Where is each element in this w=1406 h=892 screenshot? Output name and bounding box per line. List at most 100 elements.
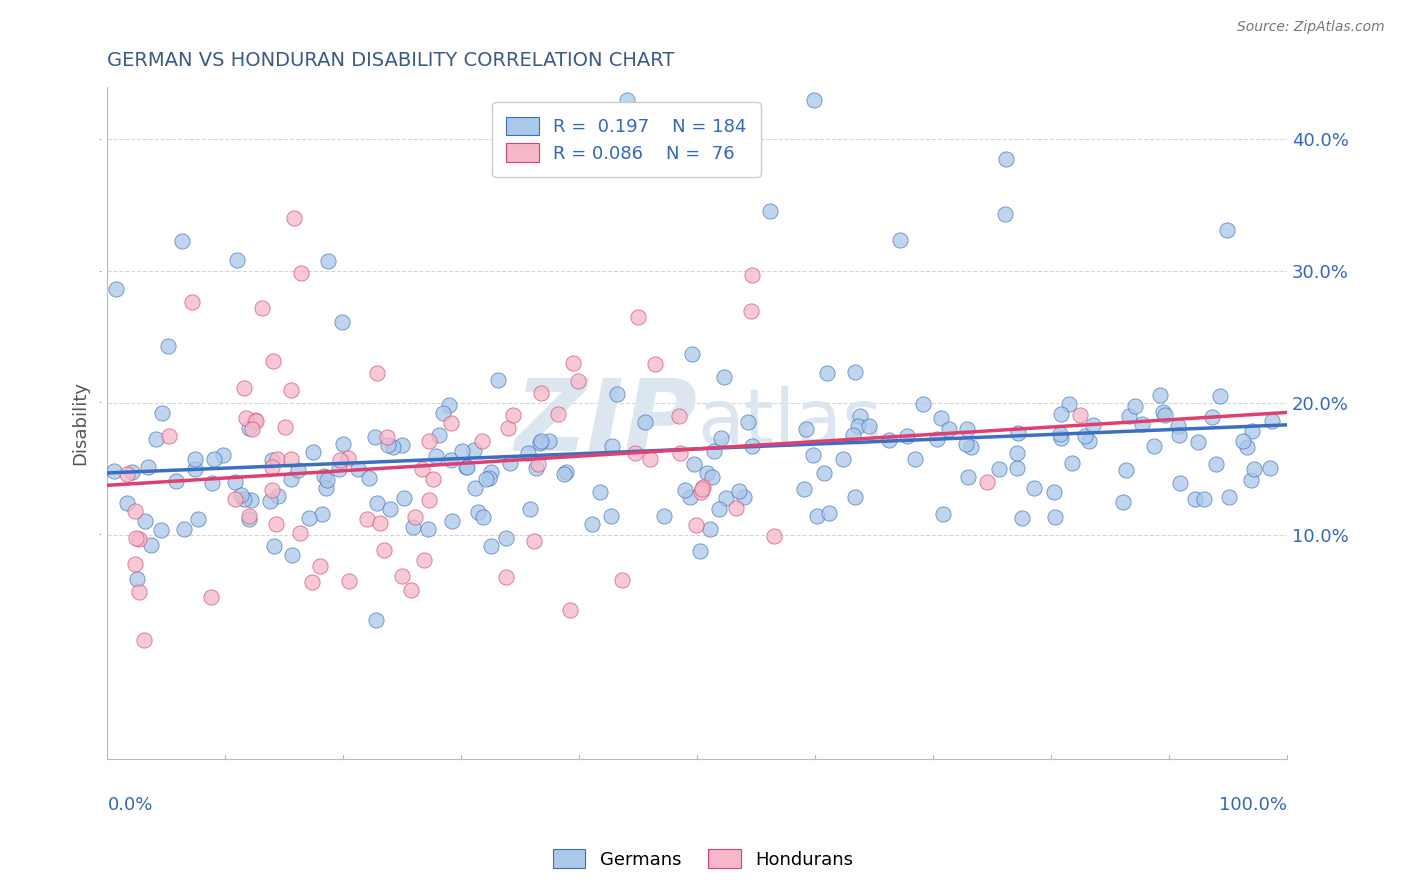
Point xyxy=(938,422,960,436)
Point xyxy=(1074,429,1097,443)
Point xyxy=(486,373,509,387)
Point xyxy=(925,432,948,446)
Point xyxy=(124,558,146,572)
Point xyxy=(644,357,666,371)
Point xyxy=(640,452,662,467)
Point xyxy=(283,211,305,226)
Point xyxy=(703,443,725,458)
Point xyxy=(226,253,249,268)
Point xyxy=(690,482,713,496)
Point xyxy=(1205,458,1227,472)
Point xyxy=(1005,445,1028,459)
Point xyxy=(471,434,494,448)
Point xyxy=(402,519,425,533)
Point xyxy=(231,488,253,502)
Point xyxy=(260,453,283,467)
Point xyxy=(498,421,520,435)
Point xyxy=(240,492,263,507)
Point xyxy=(201,476,224,491)
Point xyxy=(713,370,735,384)
Text: 0.0%: 0.0% xyxy=(107,796,153,814)
Point xyxy=(250,301,273,315)
Point xyxy=(1143,439,1166,453)
Point xyxy=(280,383,302,397)
Point xyxy=(634,415,657,429)
Point xyxy=(356,512,378,526)
Point xyxy=(600,439,623,453)
Point xyxy=(418,492,440,507)
Point xyxy=(610,573,633,587)
Point xyxy=(842,428,865,442)
Point xyxy=(312,468,335,483)
Point xyxy=(411,462,433,476)
Point xyxy=(793,482,815,496)
Point xyxy=(831,451,853,466)
Point xyxy=(527,458,550,472)
Point xyxy=(692,480,714,494)
Point xyxy=(877,433,900,447)
Point xyxy=(681,347,703,361)
Point xyxy=(709,502,731,516)
Point xyxy=(1022,481,1045,495)
Point xyxy=(260,460,283,475)
Point xyxy=(211,448,233,462)
Y-axis label: Disability: Disability xyxy=(72,381,89,465)
Point xyxy=(960,440,983,454)
Legend: R =  0.197    N = 184, R = 0.086    N =  76: R = 0.197 N = 184, R = 0.086 N = 76 xyxy=(492,103,761,178)
Point xyxy=(526,460,548,475)
Point xyxy=(399,582,422,597)
Point xyxy=(700,470,723,484)
Text: Source: ZipAtlas.com: Source: ZipAtlas.com xyxy=(1237,20,1385,34)
Point xyxy=(103,464,125,478)
Point xyxy=(624,446,647,460)
Point xyxy=(1078,434,1101,448)
Point xyxy=(238,508,260,523)
Point xyxy=(311,508,333,522)
Point xyxy=(128,532,150,546)
Point xyxy=(316,254,339,268)
Point xyxy=(553,467,575,481)
Point xyxy=(104,282,127,296)
Point xyxy=(1132,417,1154,431)
Point xyxy=(1240,473,1263,487)
Point xyxy=(903,451,925,466)
Point xyxy=(1081,418,1104,433)
Point xyxy=(762,529,785,543)
Point xyxy=(976,475,998,489)
Point xyxy=(669,446,692,460)
Point xyxy=(1118,409,1140,424)
Point xyxy=(1243,462,1265,476)
Point xyxy=(1049,426,1071,441)
Point xyxy=(1050,431,1073,445)
Point xyxy=(124,504,146,518)
Point xyxy=(121,465,143,479)
Point xyxy=(844,490,866,504)
Point xyxy=(125,531,148,545)
Point xyxy=(815,366,838,380)
Point xyxy=(495,531,517,545)
Point xyxy=(956,422,979,436)
Point xyxy=(690,485,713,500)
Point xyxy=(848,409,870,423)
Point xyxy=(308,558,330,573)
Point xyxy=(471,510,494,524)
Text: 100.0%: 100.0% xyxy=(1219,796,1286,814)
Point xyxy=(495,570,517,584)
Point xyxy=(328,461,350,475)
Point xyxy=(911,397,934,411)
Point xyxy=(1152,405,1174,419)
Point xyxy=(606,386,628,401)
Point xyxy=(264,516,287,531)
Point xyxy=(813,467,835,481)
Point xyxy=(467,505,489,519)
Point xyxy=(377,429,399,443)
Point xyxy=(136,459,159,474)
Point xyxy=(1149,387,1171,401)
Point xyxy=(432,406,454,420)
Point xyxy=(181,295,204,310)
Point xyxy=(710,431,733,445)
Point xyxy=(238,512,260,526)
Point xyxy=(301,575,323,590)
Point xyxy=(547,407,569,421)
Point xyxy=(1115,463,1137,477)
